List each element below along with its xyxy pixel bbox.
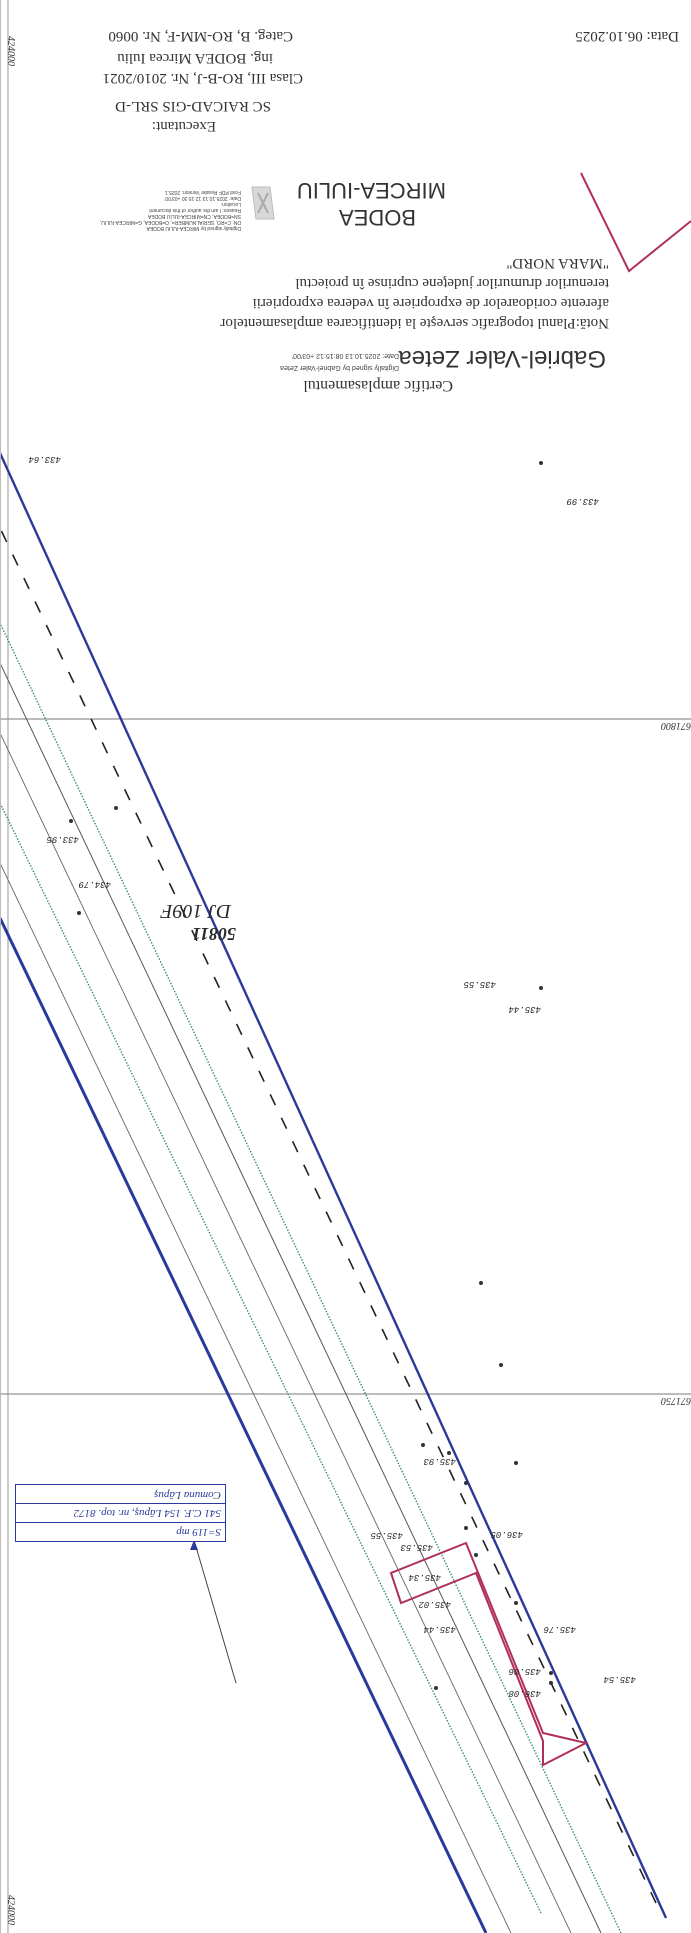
elevation-label: 434.79: [78, 879, 111, 889]
elevation-label: 435.44: [423, 1624, 456, 1634]
parcel-leader-line: [193, 1539, 237, 1684]
signer-name-line-1: MIRCEA-IULIU: [296, 178, 446, 203]
cadastral-line-green: [0, 802, 542, 1914]
road-boundary-line-inner: [0, 917, 488, 1933]
elevation-label: 435.44: [508, 1004, 541, 1014]
parcel-cf: 541 C.F. 154 Lăpuş, nr. top. 8172: [73, 1507, 221, 1519]
road-axis-dashed: [0, 527, 657, 1904]
parcel-area: S=119 mp: [176, 1526, 221, 1538]
elevation-label: 436.05: [490, 1529, 523, 1539]
road-id-label: 50811: [191, 924, 236, 944]
road-boundary-line-outer: [0, 452, 668, 1919]
note-line: aferente coridoarelor de expropriere în …: [252, 295, 609, 311]
road-edge-line-1: [0, 662, 602, 1933]
road-edge-line-2: [0, 732, 572, 1933]
elevation-label: 435.54: [603, 1674, 636, 1684]
certification-digital-line: Date: 2025.10.13 08:15:12 +03'00': [291, 352, 399, 359]
cadastral-line-green-2: [0, 622, 622, 1933]
elevation-label: 435.55: [370, 1530, 403, 1540]
elevation-label: 433.64: [28, 454, 61, 464]
parcel-owner: Comuna Lăpuş: [154, 1489, 221, 1501]
expropriation-parcel: [389, 1541, 589, 1767]
elevation-label: 435.76: [543, 1624, 576, 1634]
signature-stamp: MIRCEA-IULIU BODEA Digitally signed by M…: [100, 143, 446, 233]
certification-signer: Gabriel-Valer Zetea: [398, 345, 606, 372]
certification-label: Certific amplasamentul: [303, 377, 453, 394]
parcel-info-box: S=119 mp 541 C.F. 154 Lăpuş, nr. top. 81…: [15, 1484, 226, 1542]
elevation-label: 435.53: [400, 1542, 433, 1552]
date-label: Data: 06.10.2025: [575, 28, 679, 44]
company-name: SC RAICAD-GIS SRL-D: [115, 98, 271, 114]
executant-label: Executant:: [151, 118, 216, 134]
elevation-label: 436.08: [508, 1688, 541, 1698]
elevation-label: 435.02: [418, 1599, 451, 1609]
elevation-points: [69, 461, 553, 1690]
category-line: Categ. B, RO-MM-F, Nr. 0060: [108, 28, 293, 44]
road-name-label: DJ 109F: [160, 900, 231, 922]
signer-name-line-2: BODEA: [338, 205, 416, 230]
signature-details: Digitally signed by MIRCEA-IULIU BODEA D…: [99, 189, 241, 231]
grid-x-label: 424000: [5, 1895, 16, 1925]
certification-digital-line: Digitally signed by Gabriel-Valer Zetea: [280, 364, 399, 371]
grid-y-label: 671750: [661, 1395, 691, 1406]
elevation-label: 435.34: [408, 1572, 441, 1582]
road-edge-line-3: [0, 862, 512, 1933]
parcel-leader-arrow: [190, 1540, 198, 1550]
note-line: terenurilor drumurilor judeţene cuprinse…: [295, 275, 609, 291]
signature-logo-icon: [251, 186, 275, 220]
engineer-name: ing. BODEA Mircea Iuliu: [117, 50, 273, 66]
elevation-label: 435.55: [463, 979, 496, 989]
elevation-label: 435.06: [508, 1666, 541, 1676]
grid-y-label: 671800: [661, 720, 691, 731]
note-line: "MARA NORD": [506, 255, 609, 271]
note-line: Notă:Planul topografic serveşte la ident…: [220, 315, 609, 331]
expropriation-parcel-edge: [580, 172, 691, 273]
class-line: Clasa III, RO-B-J, Nr. 2010/2021: [102, 70, 303, 86]
elevation-label: 433.99: [566, 496, 599, 506]
elevation-label: 435.93: [423, 1456, 456, 1466]
sheet-border: [0, 0, 1, 1933]
grid-x-label: 424000: [5, 36, 16, 66]
elevation-label: 433.95: [46, 834, 79, 844]
